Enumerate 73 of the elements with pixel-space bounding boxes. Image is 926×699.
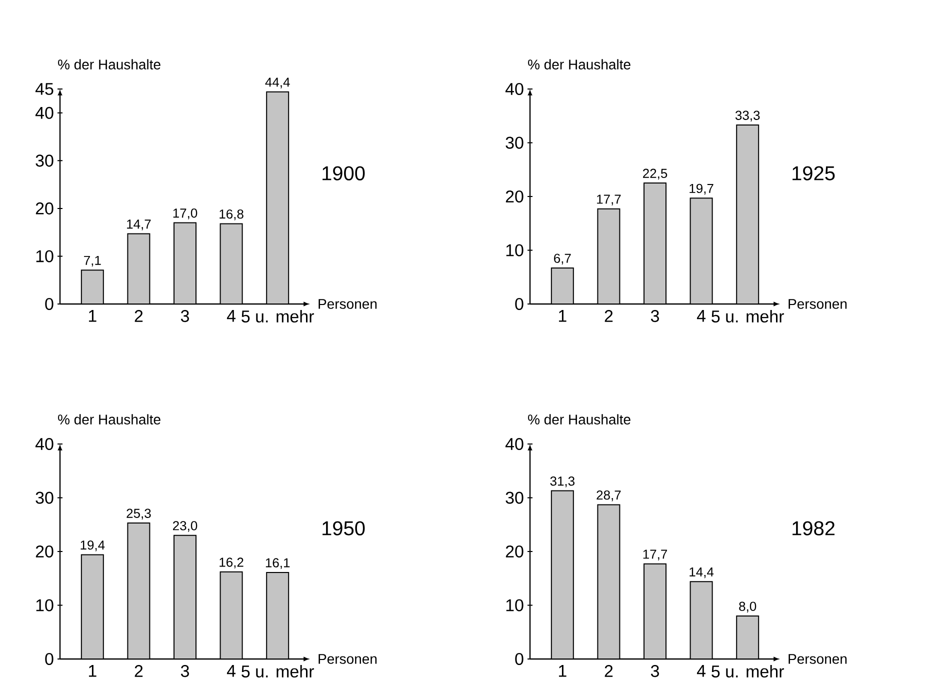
x-tick-label: 4 [226,665,236,677]
x-tick-label: 3 [180,310,189,322]
x-tick-label: 4 [696,310,706,322]
x-tick-label: 3 [650,665,659,678]
x-tick-label: 5 u. mehr [712,665,784,678]
data-label: 22,5 [643,168,668,180]
x-tick-label: 2 [604,665,613,677]
data-label: 23,0 [173,521,198,532]
y-tick-label: 10 [506,244,524,256]
data-label: 33,3 [735,110,760,122]
y-tick-label: 30 [506,136,524,149]
y-axis-title: % der Haushalte [58,59,160,70]
x-tick-label: 1 [88,665,96,677]
x-tick-label: 2 [134,665,143,677]
y-tick-label: 20 [506,190,524,203]
x-tick-label: 4 [226,310,236,322]
x-axis-title: Personen [318,299,377,309]
data-label: 19,7 [690,184,714,195]
y-tick-label: 40 [505,438,524,450]
y-tick-label: 0 [45,298,54,310]
data-label: 16,2 [220,558,244,568]
y-tick-label: 10 [506,599,524,612]
data-label: 17,7 [643,550,667,560]
y-tick-label: 40 [35,438,54,450]
x-tick-label: 5 u. mehr [712,310,784,323]
text: 1925 [792,166,835,180]
y-axis-title: % der Haushalte [528,414,630,424]
data-label: 25,3 [126,508,151,520]
text: 1982 [792,521,835,536]
data-label: 28,7 [596,490,621,502]
x-tick-label: 1 [88,310,96,322]
y-tick-label: 10 [36,250,54,262]
y-axis-title: % der Haushalte [528,59,630,70]
data-label: 7,1 [84,256,101,267]
x-tick-label: 1 [558,665,566,677]
y-tick-label: 30 [36,492,54,504]
data-label: 31,3 [550,476,574,488]
y-tick-label: 45 [35,83,54,95]
data-label: 14,4 [690,567,714,578]
x-tick-label: 5 u. mehr [242,665,314,678]
y-axis-title: % der Haushalte [58,414,160,424]
y-tick-label: 40 [505,82,524,96]
data-label: 6,7 [554,254,571,264]
x-tick-label: 4 [696,665,706,677]
data-label: 17,7 [597,194,621,206]
x-tick-label: 3 [650,310,659,322]
y-tick-label: 10 [36,599,54,612]
data-label: 17,0 [173,208,198,220]
y-tick-label: 20 [36,545,54,558]
y-tick-label: 20 [506,545,524,558]
data-label: 16,1 [266,558,290,569]
x-tick-label: 3 [180,665,189,678]
data-label: 19,4 [80,540,105,552]
y-tick-label: 0 [45,652,54,666]
y-tick-label: 30 [506,492,524,504]
x-axis-title: Personen [788,299,847,309]
y-tick-label: 40 [35,106,54,119]
y-tick-label: 0 [515,298,524,310]
text: 1900 [322,166,365,180]
x-tick-label: 1 [558,310,566,322]
data-label: 8,0 [739,602,756,612]
x-tick-label: 2 [604,310,613,322]
data-label: 14,7 [127,220,151,230]
x-axis-title: Personen [788,654,847,664]
data-label: 16,8 [220,209,244,220]
y-tick-label: 0 [515,652,524,666]
x-tick-label: 5 u. mehr [242,310,314,323]
data-label: 44,4 [265,78,290,88]
x-axis-title: Personen [318,654,377,664]
y-tick-label: 30 [36,154,54,167]
x-tick-label: 2 [134,310,143,322]
y-tick-label: 20 [36,202,54,214]
text: 1950 [322,521,365,536]
